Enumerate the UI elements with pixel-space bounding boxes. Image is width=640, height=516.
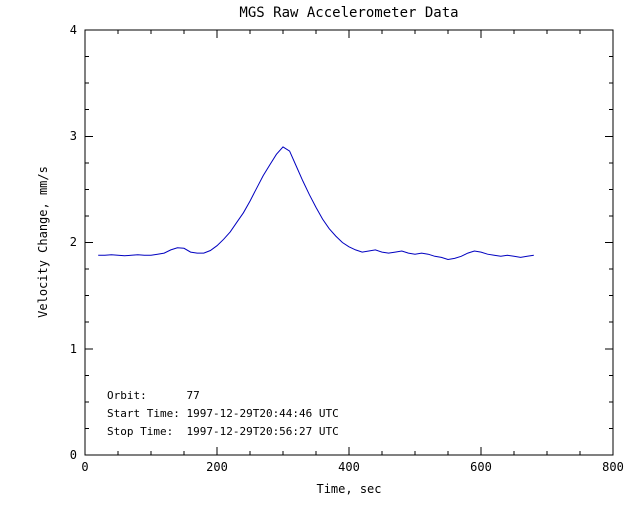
x-tick-label: 0: [81, 460, 88, 474]
annotation-stop-time: Stop Time: 1997-12-29T20:56:27 UTC: [107, 425, 339, 438]
y-tick-label: 1: [70, 342, 77, 356]
tick-marks: [84, 29, 614, 456]
y-axis-title: Velocity Change, mm/s: [36, 166, 50, 318]
x-tick-label: 600: [470, 460, 492, 474]
x-tick-labels: 0 200 400 600 800: [81, 460, 623, 474]
y-tick-label: 0: [70, 448, 77, 462]
x-tick-label: 800: [602, 460, 624, 474]
x-axis-title: Time, sec: [316, 482, 381, 496]
annotation-start-time: Start Time: 1997-12-29T20:44:46 UTC: [107, 407, 339, 420]
annotation-block: Orbit: 77 Start Time: 1997-12-29T20:44:4…: [107, 389, 339, 438]
annotation-orbit: Orbit: 77: [107, 389, 200, 402]
y-tick-labels: 0 1 2 3 4: [70, 23, 77, 462]
x-tick-label: 200: [206, 460, 228, 474]
y-tick-label: 2: [70, 235, 77, 249]
x-tick-label: 400: [338, 460, 360, 474]
y-tick-label: 4: [70, 23, 77, 37]
data-series-line: [98, 146, 534, 261]
chart-title: MGS Raw Accelerometer Data: [239, 5, 458, 21]
data-series: [98, 146, 534, 261]
y-tick-label: 3: [70, 129, 77, 143]
